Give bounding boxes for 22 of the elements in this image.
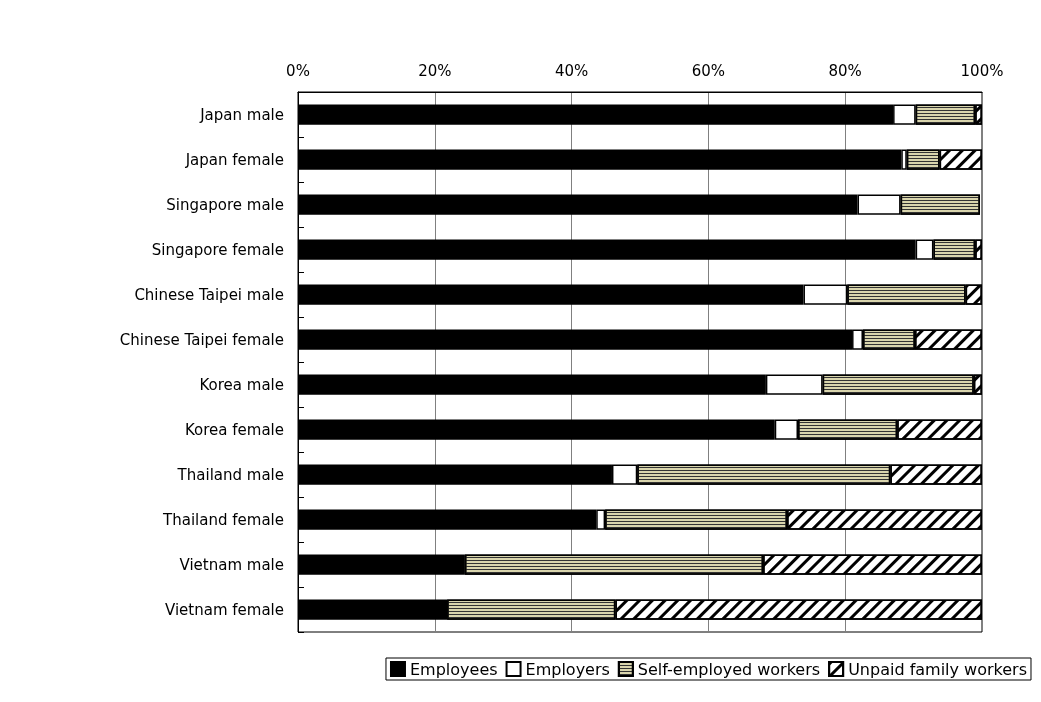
- legend-label: Unpaid family workers: [848, 659, 1027, 679]
- y-tick-label: Vietnam female: [165, 600, 284, 619]
- y-tick-label: Chinese Taipei female: [119, 330, 284, 349]
- x-tick-label: 20%: [418, 61, 452, 80]
- y-tick-label: Japan female: [184, 150, 284, 169]
- y-tick-label: Thailand female: [162, 510, 284, 529]
- y-tick-label: Chinese Taipei male: [134, 285, 284, 304]
- x-tick-label: 60%: [691, 61, 726, 80]
- y-tick-label: Thailand male: [176, 465, 284, 484]
- y-tick-label: Korea male: [199, 375, 284, 394]
- y-tick-label: Singapore male: [166, 195, 284, 214]
- x-tick-label: 0%: [286, 61, 310, 80]
- y-tick-label: Korea female: [184, 420, 284, 439]
- legend-label: Self-employed workers: [637, 659, 821, 679]
- y-tick-label: Japan male: [199, 105, 284, 124]
- x-tick-label: 80%: [828, 61, 862, 80]
- x-tick-label: 100%: [960, 61, 1004, 80]
- y-tick-label: Vietnam male: [179, 555, 284, 574]
- y-tick-label: Singapore female: [151, 240, 284, 259]
- x-tick-label: 40%: [554, 61, 589, 80]
- legend-label: Employees: [409, 659, 498, 679]
- legend-label: Employers: [525, 659, 610, 679]
